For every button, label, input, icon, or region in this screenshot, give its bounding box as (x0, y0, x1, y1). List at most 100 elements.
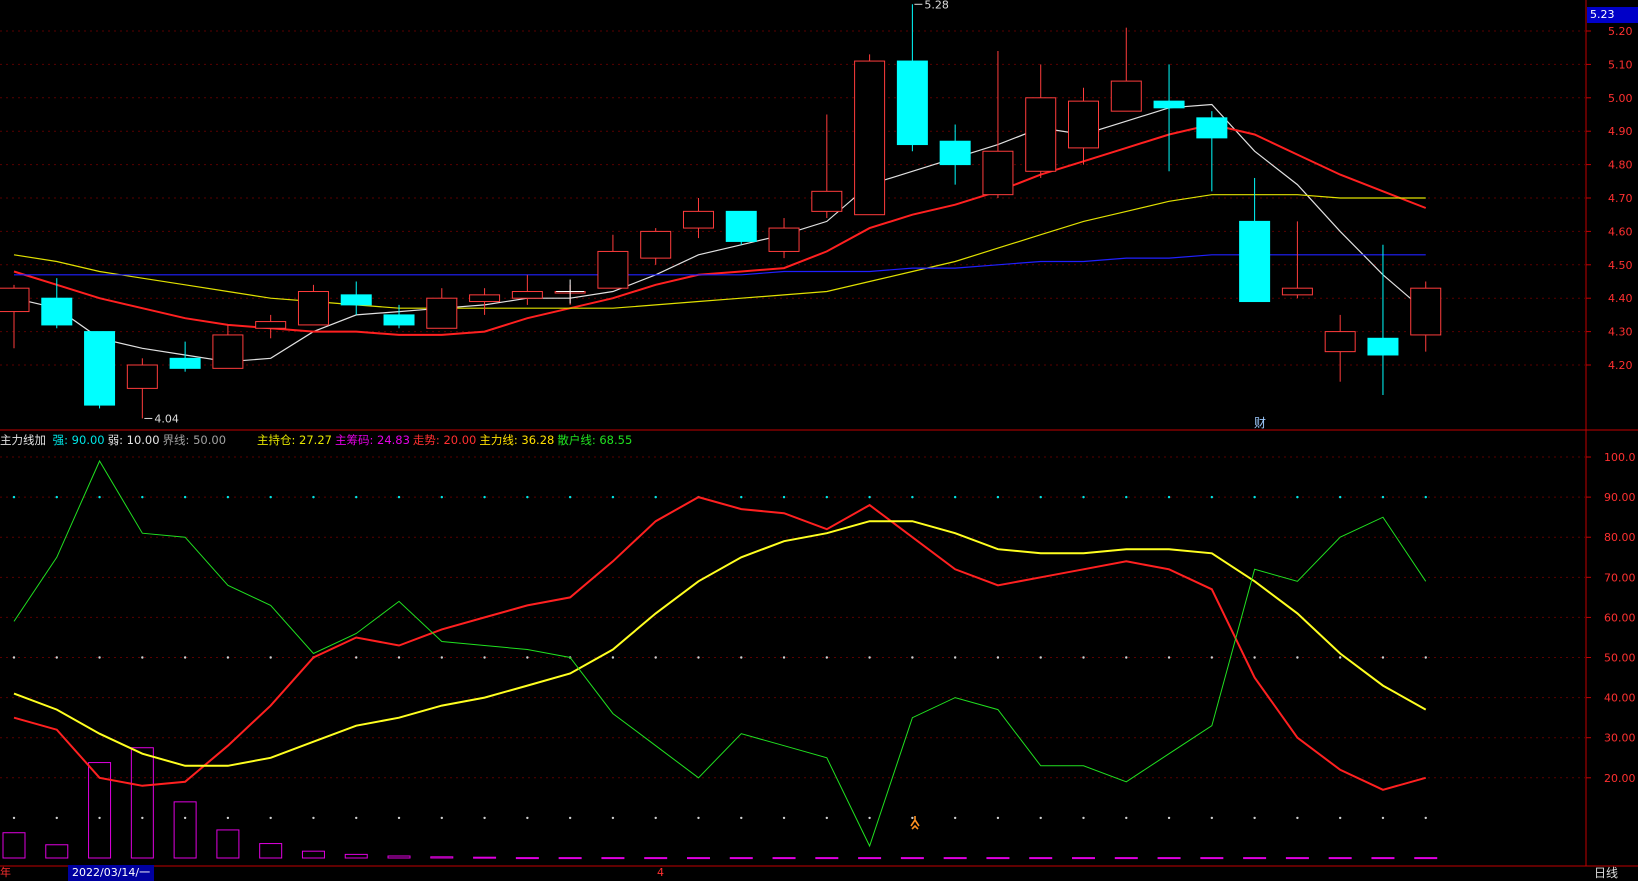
reference-level-dot (1253, 495, 1256, 499)
reference-level-dot (1082, 816, 1085, 820)
indicator-bar (1029, 857, 1053, 860)
current-price-badge: 5.23 (1587, 7, 1638, 23)
reference-level-dot (1167, 816, 1171, 820)
indicator-tick-label: 80.00 (1604, 531, 1636, 544)
candle-body-up (854, 60, 886, 216)
indicator-bar (1243, 857, 1267, 860)
reference-level-dot (1167, 656, 1171, 659)
indicator-tick-label: 70.00 (1604, 571, 1636, 584)
extreme-price-label: 4.04 (154, 412, 179, 425)
candle-body-up (1110, 80, 1142, 112)
reference-level-dot (269, 816, 272, 820)
price-tick-label: 4.60 (1608, 225, 1633, 238)
signal-person-icon (910, 816, 920, 830)
reference-level-dot (654, 495, 657, 499)
indicator-bar (1157, 857, 1181, 860)
candle-body-down (84, 331, 116, 406)
candle-body-up (1281, 287, 1313, 296)
reference-level-dot (740, 816, 743, 820)
candle-body-down (383, 314, 415, 326)
indicator-bar (558, 857, 582, 860)
candle-body-up (0, 287, 30, 313)
indicator-bar (430, 856, 454, 859)
candle-body-down (1153, 100, 1185, 109)
indicator-bar (1200, 857, 1224, 860)
reference-level-dot (782, 495, 786, 499)
candle-body-down (725, 210, 757, 242)
candle-body-up (982, 150, 1014, 196)
indicator-bar (1371, 857, 1395, 860)
reference-level-dot (1338, 816, 1342, 820)
indicator-bar (301, 850, 325, 859)
indicator-line (13, 520, 1427, 767)
period-label[interactable]: 日线 (1594, 866, 1619, 880)
reference-level-dot (12, 816, 16, 820)
candle-body-down (1367, 337, 1399, 356)
legend-item: 弱: 10.00 (107, 433, 160, 447)
candle-body-down (896, 60, 928, 146)
candle-body-up (640, 230, 672, 259)
indicator-bar (1285, 857, 1309, 860)
reference-level-dot (1125, 816, 1128, 820)
reference-level-dot (1381, 656, 1385, 659)
extreme-price-label: 5.28 (924, 0, 949, 11)
reference-level-dot (526, 816, 529, 820)
indicator-bar (88, 762, 112, 859)
reference-level-dot (397, 656, 401, 659)
reference-level-dot (141, 816, 144, 820)
candle-body-up (682, 210, 714, 229)
indicator-bar (259, 843, 283, 859)
indicator-bar (216, 829, 240, 859)
reference-level-dot (1424, 495, 1427, 499)
reference-level-dot (440, 495, 443, 499)
price-tick-label: 4.80 (1608, 159, 1633, 172)
price-tick-label: 4.50 (1608, 259, 1633, 272)
legend-item: 走势: 20.00 (412, 433, 477, 447)
indicator-bar (986, 857, 1010, 860)
indicator-bar (344, 853, 368, 859)
indicator-bar (815, 857, 839, 860)
reference-level-dot (55, 656, 58, 659)
indicator-bar (1072, 857, 1095, 860)
indicator-bar (130, 747, 154, 859)
reference-level-dot (868, 656, 871, 659)
reference-level-dot (654, 656, 657, 659)
reference-level-dot (226, 495, 230, 499)
reference-level-dot (98, 656, 101, 659)
indicator-bar (1114, 857, 1138, 860)
reference-level-dot (1424, 816, 1427, 820)
reference-level-dot (611, 495, 615, 499)
indicator-tick-label: 40.00 (1604, 692, 1636, 705)
reference-level-dot (397, 816, 401, 820)
indicator-bar (2, 832, 26, 859)
indicator-bar (45, 844, 69, 859)
indicator-tick-label: 30.00 (1604, 732, 1636, 745)
reference-level-dot (1424, 656, 1427, 659)
indicator-bar (772, 857, 796, 860)
reference-level-dot (98, 816, 101, 820)
financial-report-marker[interactable]: 财 (1254, 416, 1267, 430)
reference-level-dot (183, 816, 187, 820)
moving-average-line (13, 123, 1427, 336)
reference-level-dot (825, 495, 829, 499)
moving-average-line (13, 103, 1427, 363)
indicator-bar (644, 857, 668, 860)
indicator-bar (173, 801, 197, 859)
price-tick-label: 4.70 (1608, 192, 1633, 205)
indicator-bar (515, 857, 539, 860)
indicator-tick-label: 60.00 (1604, 611, 1636, 624)
reference-level-dot (141, 656, 144, 659)
reference-level-dot (996, 656, 1000, 659)
indicator-bar (1414, 857, 1438, 860)
reference-level-dot (1296, 816, 1299, 820)
indicator-bar (473, 856, 497, 859)
price-tick-label: 4.40 (1608, 292, 1633, 305)
candle-body-up (511, 291, 543, 299)
indicator-line (13, 496, 1427, 791)
indicator-tick-label: 50.00 (1604, 652, 1636, 665)
reference-level-dot (697, 656, 700, 659)
reference-level-dot (911, 656, 914, 659)
reference-level-dot (355, 495, 358, 499)
reference-level-dot (12, 495, 16, 499)
